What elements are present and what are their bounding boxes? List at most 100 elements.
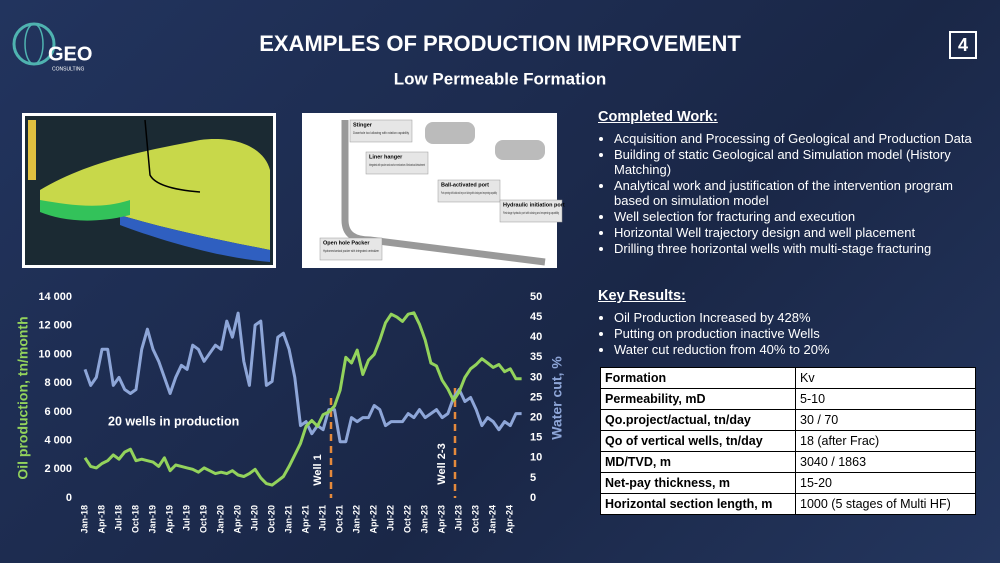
y-tick-label: 12 000 <box>38 320 72 332</box>
x-tick-label: Jul-19 <box>181 505 191 531</box>
x-tick-label: Jul-20 <box>249 505 259 531</box>
y2-axis-label: Water cut, % <box>549 356 565 440</box>
x-tick-label: Oct-22 <box>403 505 413 533</box>
model-layer <box>120 215 270 262</box>
bullet-item: Putting on production inactive Wells <box>614 326 978 341</box>
tool-image <box>495 140 545 160</box>
table-cell: Qo of vertical wells, tn/day <box>600 430 796 452</box>
section-heading: Key Results: <box>598 288 686 304</box>
tool-image <box>425 122 475 144</box>
table-row: Permeability, mD 5-10 <box>600 388 976 410</box>
bullet-item: Drilling three horizontal wells with mul… <box>614 241 978 256</box>
callout-text: Port opening with balls and keys on tubi… <box>441 191 497 195</box>
annotation: Well 2-3 <box>436 443 448 484</box>
table-cell: 5-10 <box>795 388 976 410</box>
x-tick-label: Apr-23 <box>437 505 447 534</box>
series-line <box>83 311 522 487</box>
x-tick-label: Apr-21 <box>301 505 311 534</box>
callout-text: Integrated with packer and anchor mechan… <box>369 163 425 167</box>
section-heading: Completed Work: <box>598 109 718 125</box>
bullet-item: Analytical work and justification of the… <box>614 178 978 208</box>
callout-title: Open hole Packer <box>323 240 370 246</box>
well-trajectory <box>144 119 201 193</box>
model-surface <box>40 139 270 250</box>
parameters-table: Formation Kv Permeability, mD 5-10 Qo.projec… <box>600 367 976 515</box>
y-tick-label: 4 000 <box>44 434 72 446</box>
y2-tick-label: 0 <box>530 492 536 504</box>
callout-box <box>319 237 383 261</box>
y2-tick-label: 30 <box>530 371 542 383</box>
bullet-item: Acquisition and Processing of Geological… <box>614 131 978 146</box>
x-tick-label: Jan-22 <box>352 505 362 534</box>
model-layer <box>40 200 130 221</box>
callout-text: Downhole tool allowing with rotation cap… <box>353 131 409 135</box>
x-tick-label: Apr-20 <box>232 505 242 534</box>
callout-title: Liner hanger <box>369 154 403 160</box>
table-cell: Horizontal section length, m <box>600 493 796 515</box>
y2-tick-label: 20 <box>530 412 542 424</box>
bullet-list: Acquisition and Processing of Geological… <box>598 131 978 256</box>
y2-tick-label: 40 <box>530 331 542 343</box>
y-tick-label: 6 000 <box>44 406 72 418</box>
y2-tick-label: 25 <box>530 391 542 403</box>
bullet-list: Oil Production Increased by 428%Putting … <box>598 310 978 357</box>
table-cell: MD/TVD, m <box>600 451 796 473</box>
key-results: Key Results: Oil Production Increased by… <box>598 289 978 358</box>
x-tick-label: Apr-19 <box>164 505 174 534</box>
title: EXAMPLES OF PRODUCTION IMPROVEMENT <box>259 31 741 56</box>
x-tick-label: Jan-24 <box>488 505 498 534</box>
table-row: Net-pay thickness, m 15-20 <box>600 472 976 494</box>
callout-title: Stinger <box>353 122 373 128</box>
bullet-item: Well selection for fracturing and execut… <box>614 209 978 224</box>
x-tick-label: Oct-23 <box>471 505 481 533</box>
table-cell: 18 (after Frac) <box>795 430 976 452</box>
callout-text: Hydromechanical packer with integrated c… <box>323 249 380 253</box>
annotation: 20 wells in production <box>108 414 239 428</box>
x-tick-label: Jan-21 <box>283 505 293 534</box>
subtitle: Low Permeable Formation <box>394 69 607 88</box>
page-box <box>949 31 977 59</box>
x-tick-label: Jan-23 <box>420 505 430 534</box>
table-cell: Kv <box>795 367 976 389</box>
callout-title: Ball-activated port <box>441 182 489 188</box>
table-cell: 1000 (5 stages of Multi HF) <box>795 493 976 515</box>
y2-tick-label: 15 <box>530 432 542 444</box>
callout-box <box>349 119 413 143</box>
table-row: Qo.project/actual, tn/day 30 / 70 <box>600 409 976 431</box>
table-cell: 15-20 <box>795 472 976 494</box>
table-cell: 3040 / 1863 <box>795 451 976 473</box>
annotation: Well 1 <box>312 454 324 486</box>
logo-globe <box>24 23 44 65</box>
callout-box <box>437 179 501 203</box>
callout-box <box>499 199 563 223</box>
x-tick-label: Jul-23 <box>454 505 464 531</box>
table-row: Formation Kv <box>600 367 976 389</box>
table-row: Horizontal section length, m 1000 (5 stag… <box>600 493 976 515</box>
y-axis-label: Oil production, tn/month <box>15 316 31 479</box>
y-tick-label: 8 000 <box>44 377 72 389</box>
table-row: MD/TVD, m 3040 / 1863 <box>600 451 976 473</box>
bullet-item: Water cut reduction from 40% to 20% <box>614 342 978 357</box>
y2-tick-label: 45 <box>530 311 542 323</box>
x-tick-label: Apr-24 <box>505 505 515 534</box>
y-tick-label: 2 000 <box>44 463 72 475</box>
callout-text: First stage hydraulic port with closing … <box>503 211 559 215</box>
logo-text: GEO <box>48 43 92 65</box>
bullet-item: Oil Production Increased by 428% <box>614 310 978 325</box>
x-tick-label: Apr-22 <box>369 505 379 534</box>
x-tick-label: Jul-18 <box>113 505 123 531</box>
x-tick-label: Jul-22 <box>386 505 396 531</box>
y-tick-label: 14 000 <box>38 291 72 303</box>
x-tick-label: Oct-18 <box>130 505 140 533</box>
table-row: Qo of vertical wells, tn/day 18 (after Fr… <box>600 430 976 452</box>
x-tick-label: Oct-21 <box>335 505 345 533</box>
color-legend <box>28 120 36 180</box>
x-tick-label: Jan-20 <box>215 505 225 534</box>
table-cell: Net-pay thickness, m <box>600 472 796 494</box>
y2-tick-label: 35 <box>530 351 542 363</box>
x-tick-label: Jan-19 <box>147 505 157 534</box>
table-cell: Qo.project/actual, tn/day <box>600 409 796 431</box>
y-tick-label: 0 <box>66 492 72 504</box>
